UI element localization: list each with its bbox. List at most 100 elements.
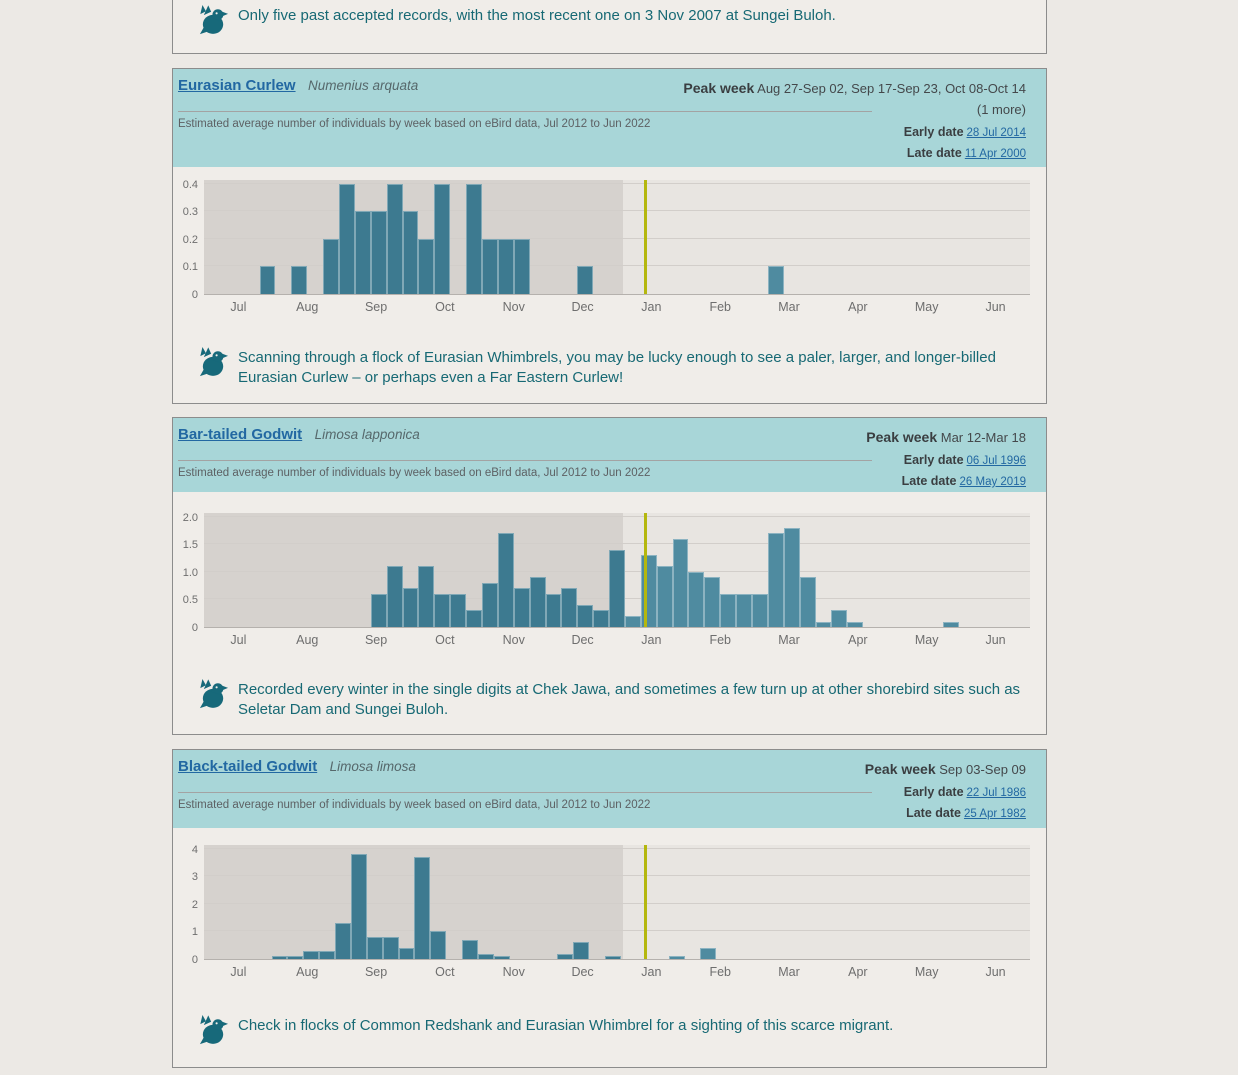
month-label: Mar [778, 965, 800, 979]
species-header-left: Bar-tailed Godwit Limosa lapponica Estim… [178, 426, 872, 479]
gridline [204, 847, 1030, 849]
peak-week-label: Peak week [864, 761, 936, 777]
early-date-link[interactable]: 28 Jul 2014 [966, 127, 1026, 139]
abundance-bar-week-13 [402, 588, 419, 627]
month-label: Jun [985, 300, 1006, 314]
species-title-row: Black-tailed Godwit Limosa limosa [178, 758, 872, 780]
abundance-bar-week-27 [624, 616, 641, 627]
month-label: Aug [296, 300, 319, 314]
month-label: Sep [364, 300, 388, 314]
y-axis-tick-label: 2.0 [182, 511, 198, 524]
late-date-link[interactable]: 25 Apr 1982 [963, 808, 1026, 820]
abundance-bar-week-39 [815, 621, 832, 627]
month-label: Jan [641, 300, 662, 314]
abundance-bar-week-22 [545, 593, 562, 627]
month-label: Nov [502, 633, 525, 647]
month-label: Dec [571, 965, 594, 979]
abundance-bar-week-14 [414, 857, 431, 959]
month-label: Jul [230, 300, 247, 314]
chart-subtitle: Estimated average number of individuals … [178, 467, 651, 479]
header-divider [178, 460, 872, 461]
abundance-bar-week-31 [688, 571, 705, 627]
y-axis-tick-label: 0.3 [182, 206, 198, 219]
early-date-row: Early date 28 Jul 2014 [676, 122, 1026, 143]
month-label: Feb [709, 965, 731, 979]
abundance-bar-week-21 [529, 577, 546, 627]
intro-note: Only five past accepted records, with th… [198, 4, 1032, 36]
abundance-bar-week-23 [557, 953, 574, 959]
chart-x-axis: Jul Aug Sep Oct Nov Dec Jan Feb Mar Apr May Jun [204, 300, 1030, 314]
y-axis-tick-label: 1.0 [182, 566, 198, 579]
y-axis-tick-label: 0.1 [182, 261, 198, 274]
scientific-name: Limosa limosa [329, 759, 416, 774]
chart-y-axis: 0 0.5 1.0 1.5 2.0 [173, 511, 201, 634]
late-date-link[interactable]: 11 Apr 2000 [964, 148, 1026, 160]
intro-note-text: Only five past accepted records, with th… [238, 7, 836, 24]
current-week-marker [643, 845, 647, 959]
peak-week-label: Peak week [683, 80, 755, 96]
abundance-bar-week-11 [370, 593, 387, 627]
species-note: Check in flocks of Common Redshank and E… [198, 1014, 1032, 1046]
chart-subtitle: Estimated average number of individuals … [178, 799, 651, 811]
peak-week-value: Mar 12-Mar 18 [940, 430, 1026, 445]
abundance-bar-week-16 [450, 593, 467, 627]
abundance-bar-week-13 [398, 948, 415, 959]
chart-plot [204, 180, 1030, 295]
y-axis-tick-label: 0.2 [182, 233, 198, 246]
species-card-bar-tailed-godwit: Bar-tailed Godwit Limosa lapponica Estim… [172, 417, 1047, 735]
early-date-link[interactable]: 06 Jul 1996 [966, 455, 1026, 467]
month-label: Apr [848, 633, 868, 647]
month-label: Oct [435, 300, 455, 314]
abundance-bar-week-14 [418, 566, 435, 627]
y-axis-tick-label: 0 [191, 622, 198, 634]
abundance-bar-week-15 [434, 183, 451, 294]
late-date-link[interactable]: 26 May 2019 [959, 476, 1027, 488]
abundance-bar-week-17 [466, 183, 482, 294]
abundance-bar-week-29 [656, 566, 673, 627]
gridline [204, 543, 1030, 545]
species-name-link[interactable]: Black-tailed Godwit [178, 758, 318, 775]
abundance-bar-week-7 [303, 950, 320, 959]
early-date-link[interactable]: 22 Jul 1986 [966, 787, 1026, 799]
abundance-bar-week-24 [577, 266, 594, 294]
abundance-bar-week-23 [561, 588, 578, 627]
gridline [204, 930, 1030, 932]
y-axis-tick-label: 0 [191, 954, 198, 966]
abundance-bar-week-11 [370, 211, 387, 294]
abundance-bar-week-10 [354, 211, 371, 294]
abundance-bar-week-25 [593, 610, 610, 627]
month-label: Oct [435, 633, 455, 647]
species-name-link[interactable]: Eurasian Curlew [178, 77, 296, 94]
abundance-bar-week-4 [259, 266, 276, 294]
chart-subtitle: Estimated average number of individuals … [178, 118, 651, 130]
abundance-bar-week-36 [767, 533, 784, 627]
abundance-bar-week-11 [366, 936, 383, 959]
month-label: Dec [571, 300, 594, 314]
species-note: Scanning through a flock of Eurasian Whi… [198, 346, 1032, 387]
abundance-bar-week-40 [831, 610, 848, 627]
month-label: Jul [230, 965, 247, 979]
month-label: May [914, 633, 939, 647]
chart-y-axis: 0 1 2 3 4 [173, 844, 201, 966]
bird-icon [198, 1015, 229, 1046]
abundance-bar-week-15 [434, 593, 451, 627]
peak-week-value: Sep 03-Sep 09 [939, 762, 1026, 777]
month-label: Nov [502, 965, 525, 979]
abundance-bar-week-12 [386, 183, 403, 294]
species-header: Black-tailed Godwit Limosa limosa Estima… [173, 750, 1046, 828]
abundance-bar-week-37 [783, 527, 800, 627]
abundance-bar-week-33 [720, 593, 737, 627]
past-season-shading [204, 845, 623, 959]
late-date-row: Late date 26 May 2019 [676, 471, 1026, 492]
abundance-bar-week-18 [481, 582, 498, 627]
header-divider [178, 111, 872, 112]
species-header-left: Eurasian Curlew Numenius arquata Estimat… [178, 77, 872, 130]
abundance-bar-week-13 [402, 211, 419, 294]
abundance-bar-week-24 [577, 604, 594, 627]
migration-meta: Peak week Aug 27-Sep 02, Sep 17-Sep 23, … [676, 78, 1026, 164]
species-name-link[interactable]: Bar-tailed Godwit [178, 426, 303, 443]
abundance-bar-week-8 [323, 238, 339, 294]
species-card-black-tailed-godwit: Black-tailed Godwit Limosa limosa Estima… [172, 749, 1047, 1068]
abundance-bar-week-12 [382, 936, 399, 959]
month-label: Jul [230, 633, 247, 647]
